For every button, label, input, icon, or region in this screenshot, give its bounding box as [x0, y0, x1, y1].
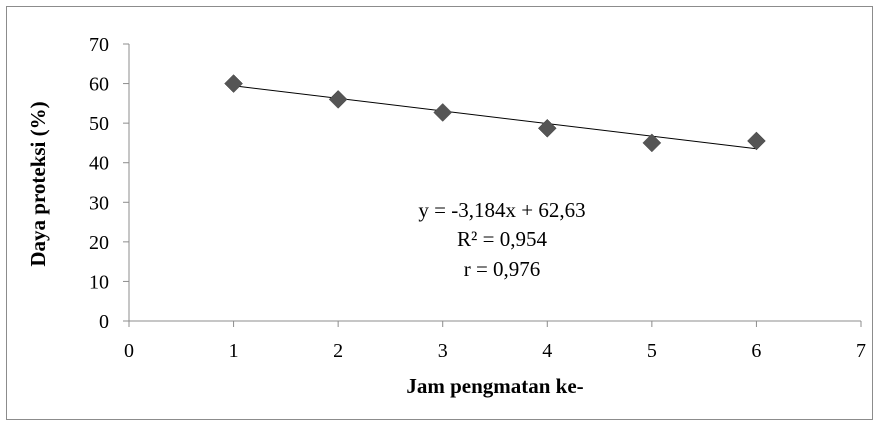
y-axis-title: Daya proteksi (%) [26, 101, 50, 266]
data-point [642, 133, 662, 153]
data-point [224, 74, 243, 93]
x-tick-label: 5 [647, 340, 657, 362]
equation-annotations: y = -3,184x + 62,63 R² = 0,954 r = 0,976 [418, 198, 585, 281]
x-tick-label: 1 [229, 340, 239, 362]
x-tick-label: 4 [542, 340, 552, 362]
y-tick-label: 0 [99, 311, 109, 333]
data-point [747, 131, 766, 151]
x-tick-label: 6 [751, 340, 761, 362]
x-tick-label: 2 [333, 340, 343, 362]
equation-annotation: r = 0,976 [464, 257, 541, 281]
trendline-group [233, 85, 757, 150]
equation-annotation: y = -3,184x + 62,63 [418, 198, 585, 222]
chart-frame [6, 6, 873, 420]
x-tick-label: 3 [438, 340, 448, 362]
y-tick-label: 20 [89, 232, 109, 254]
x-tick-label: 7 [856, 340, 866, 362]
data-point [433, 103, 453, 122]
axes [128, 44, 861, 322]
x-axis-title: Jam pengmatan ke- [406, 374, 583, 398]
y-tick-label: 30 [89, 192, 109, 214]
equation-annotation: R² = 0,954 [457, 227, 547, 251]
x-axis-ticks: 0 1 2 3 4 5 6 7 [124, 321, 866, 362]
data-point [328, 90, 348, 109]
data-points [224, 74, 766, 153]
y-axis-ticks: 0 10 20 30 40 50 60 70 [89, 34, 129, 333]
y-tick-label: 10 [89, 271, 109, 293]
y-tick-label: 40 [89, 153, 109, 175]
y-tick-label: 60 [89, 74, 109, 96]
data-point [537, 118, 557, 138]
x-tick-label: 0 [124, 340, 134, 362]
y-tick-label: 70 [89, 34, 109, 56]
trendline [233, 85, 757, 150]
y-tick-label: 50 [89, 113, 109, 135]
